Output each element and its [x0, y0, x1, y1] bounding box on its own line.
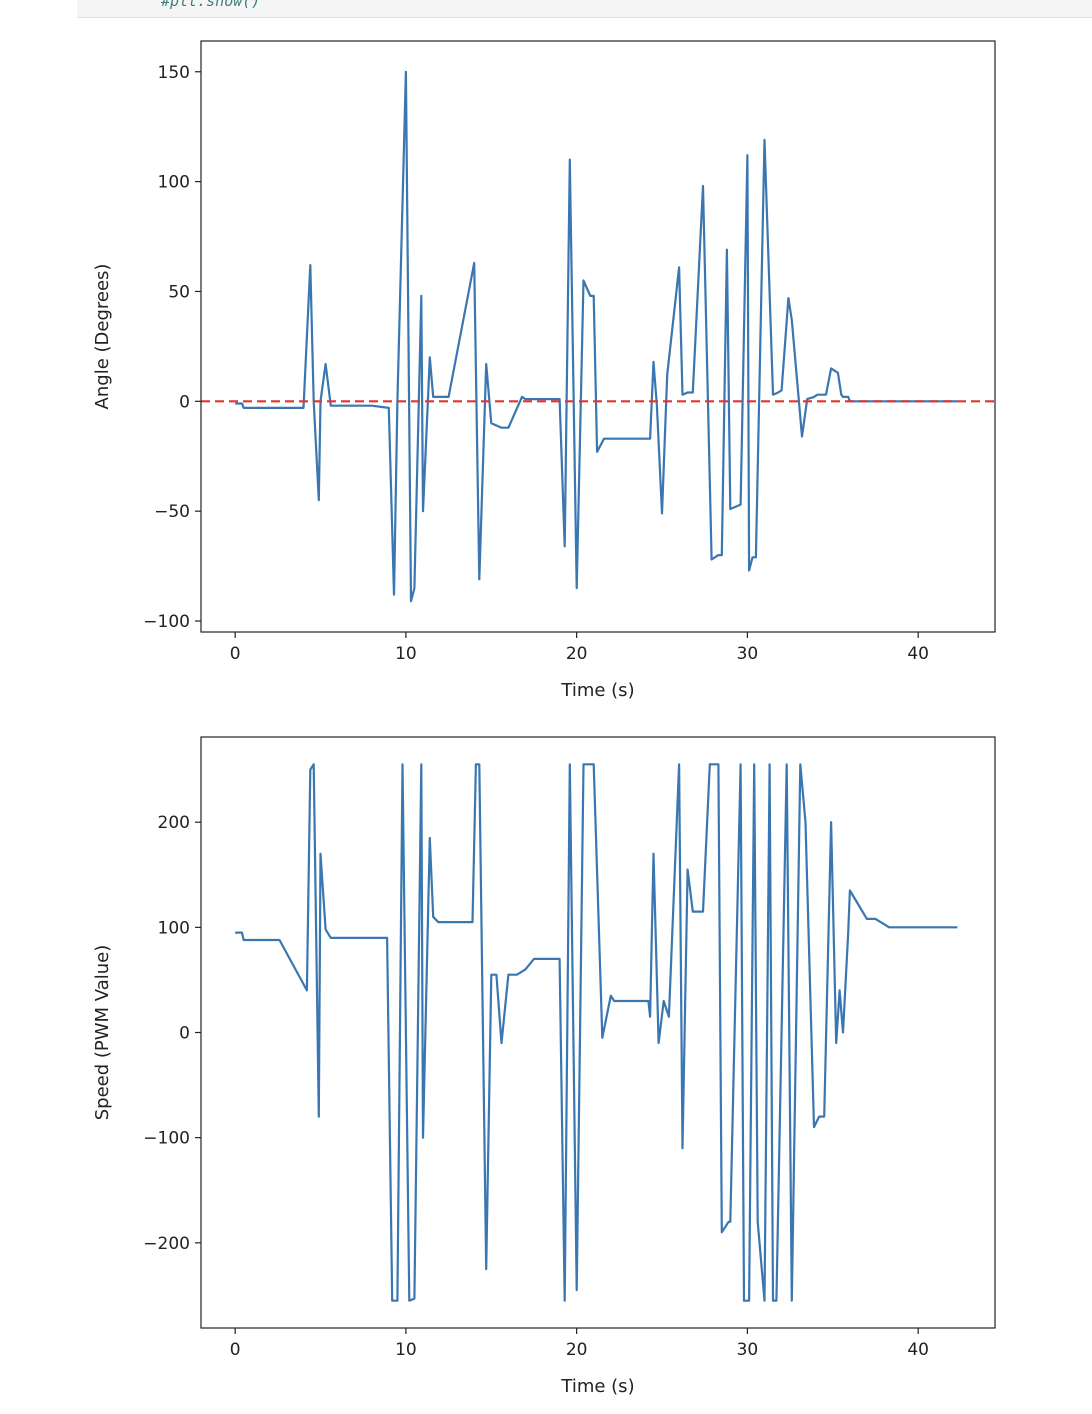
- chart-2: 0 10 20 30 40 −200 −100 0 100 200 Time (s) Speed (P…: [92, 736, 996, 1397]
- y-tick-label: −100: [143, 612, 190, 632]
- y-axis-label: Speed (PWM Value): [92, 945, 113, 1121]
- chart-1: 0 10 20 30 40 −100 −50 0 50 100 150 Time (s) Angle (…: [92, 40, 996, 701]
- y-tick-label: 0: [179, 392, 190, 412]
- x-axis-label: Time (s): [560, 1376, 634, 1397]
- series-line: [235, 763, 958, 1302]
- x-tick-label: 20: [566, 644, 588, 664]
- y-tick-label: 200: [158, 813, 190, 833]
- x-tick-label: 30: [737, 1340, 759, 1360]
- plot-frame: [200, 40, 996, 633]
- x-tick-label: 40: [907, 644, 929, 664]
- y-tick-label: −200: [143, 1234, 190, 1254]
- x-tick-label: 20: [566, 1340, 588, 1360]
- y-tick-label: 150: [158, 63, 190, 83]
- y-tick-label: 0: [179, 1024, 190, 1044]
- series-line: [235, 70, 958, 603]
- y-tick-label: 100: [158, 173, 190, 193]
- code-comment: #plt.show(): [161, 0, 261, 10]
- x-tick-label: 40: [907, 1340, 929, 1360]
- x-axis-label: Time (s): [560, 680, 634, 701]
- previous-cell-strip: #plt.show(): [77, 0, 1092, 18]
- y-tick-label: −100: [143, 1129, 190, 1149]
- x-tick-label: 10: [395, 644, 417, 664]
- y-tick-label: −50: [154, 502, 190, 522]
- x-tick-label: 0: [230, 1340, 241, 1360]
- x-tick-label: 30: [737, 644, 759, 664]
- x-tick-label: 0: [230, 644, 241, 664]
- y-axis-label: Angle (Degrees): [92, 264, 113, 410]
- x-tick-label: 10: [395, 1340, 417, 1360]
- y-tick-label: 50: [168, 282, 190, 302]
- y-tick-label: 100: [158, 918, 190, 938]
